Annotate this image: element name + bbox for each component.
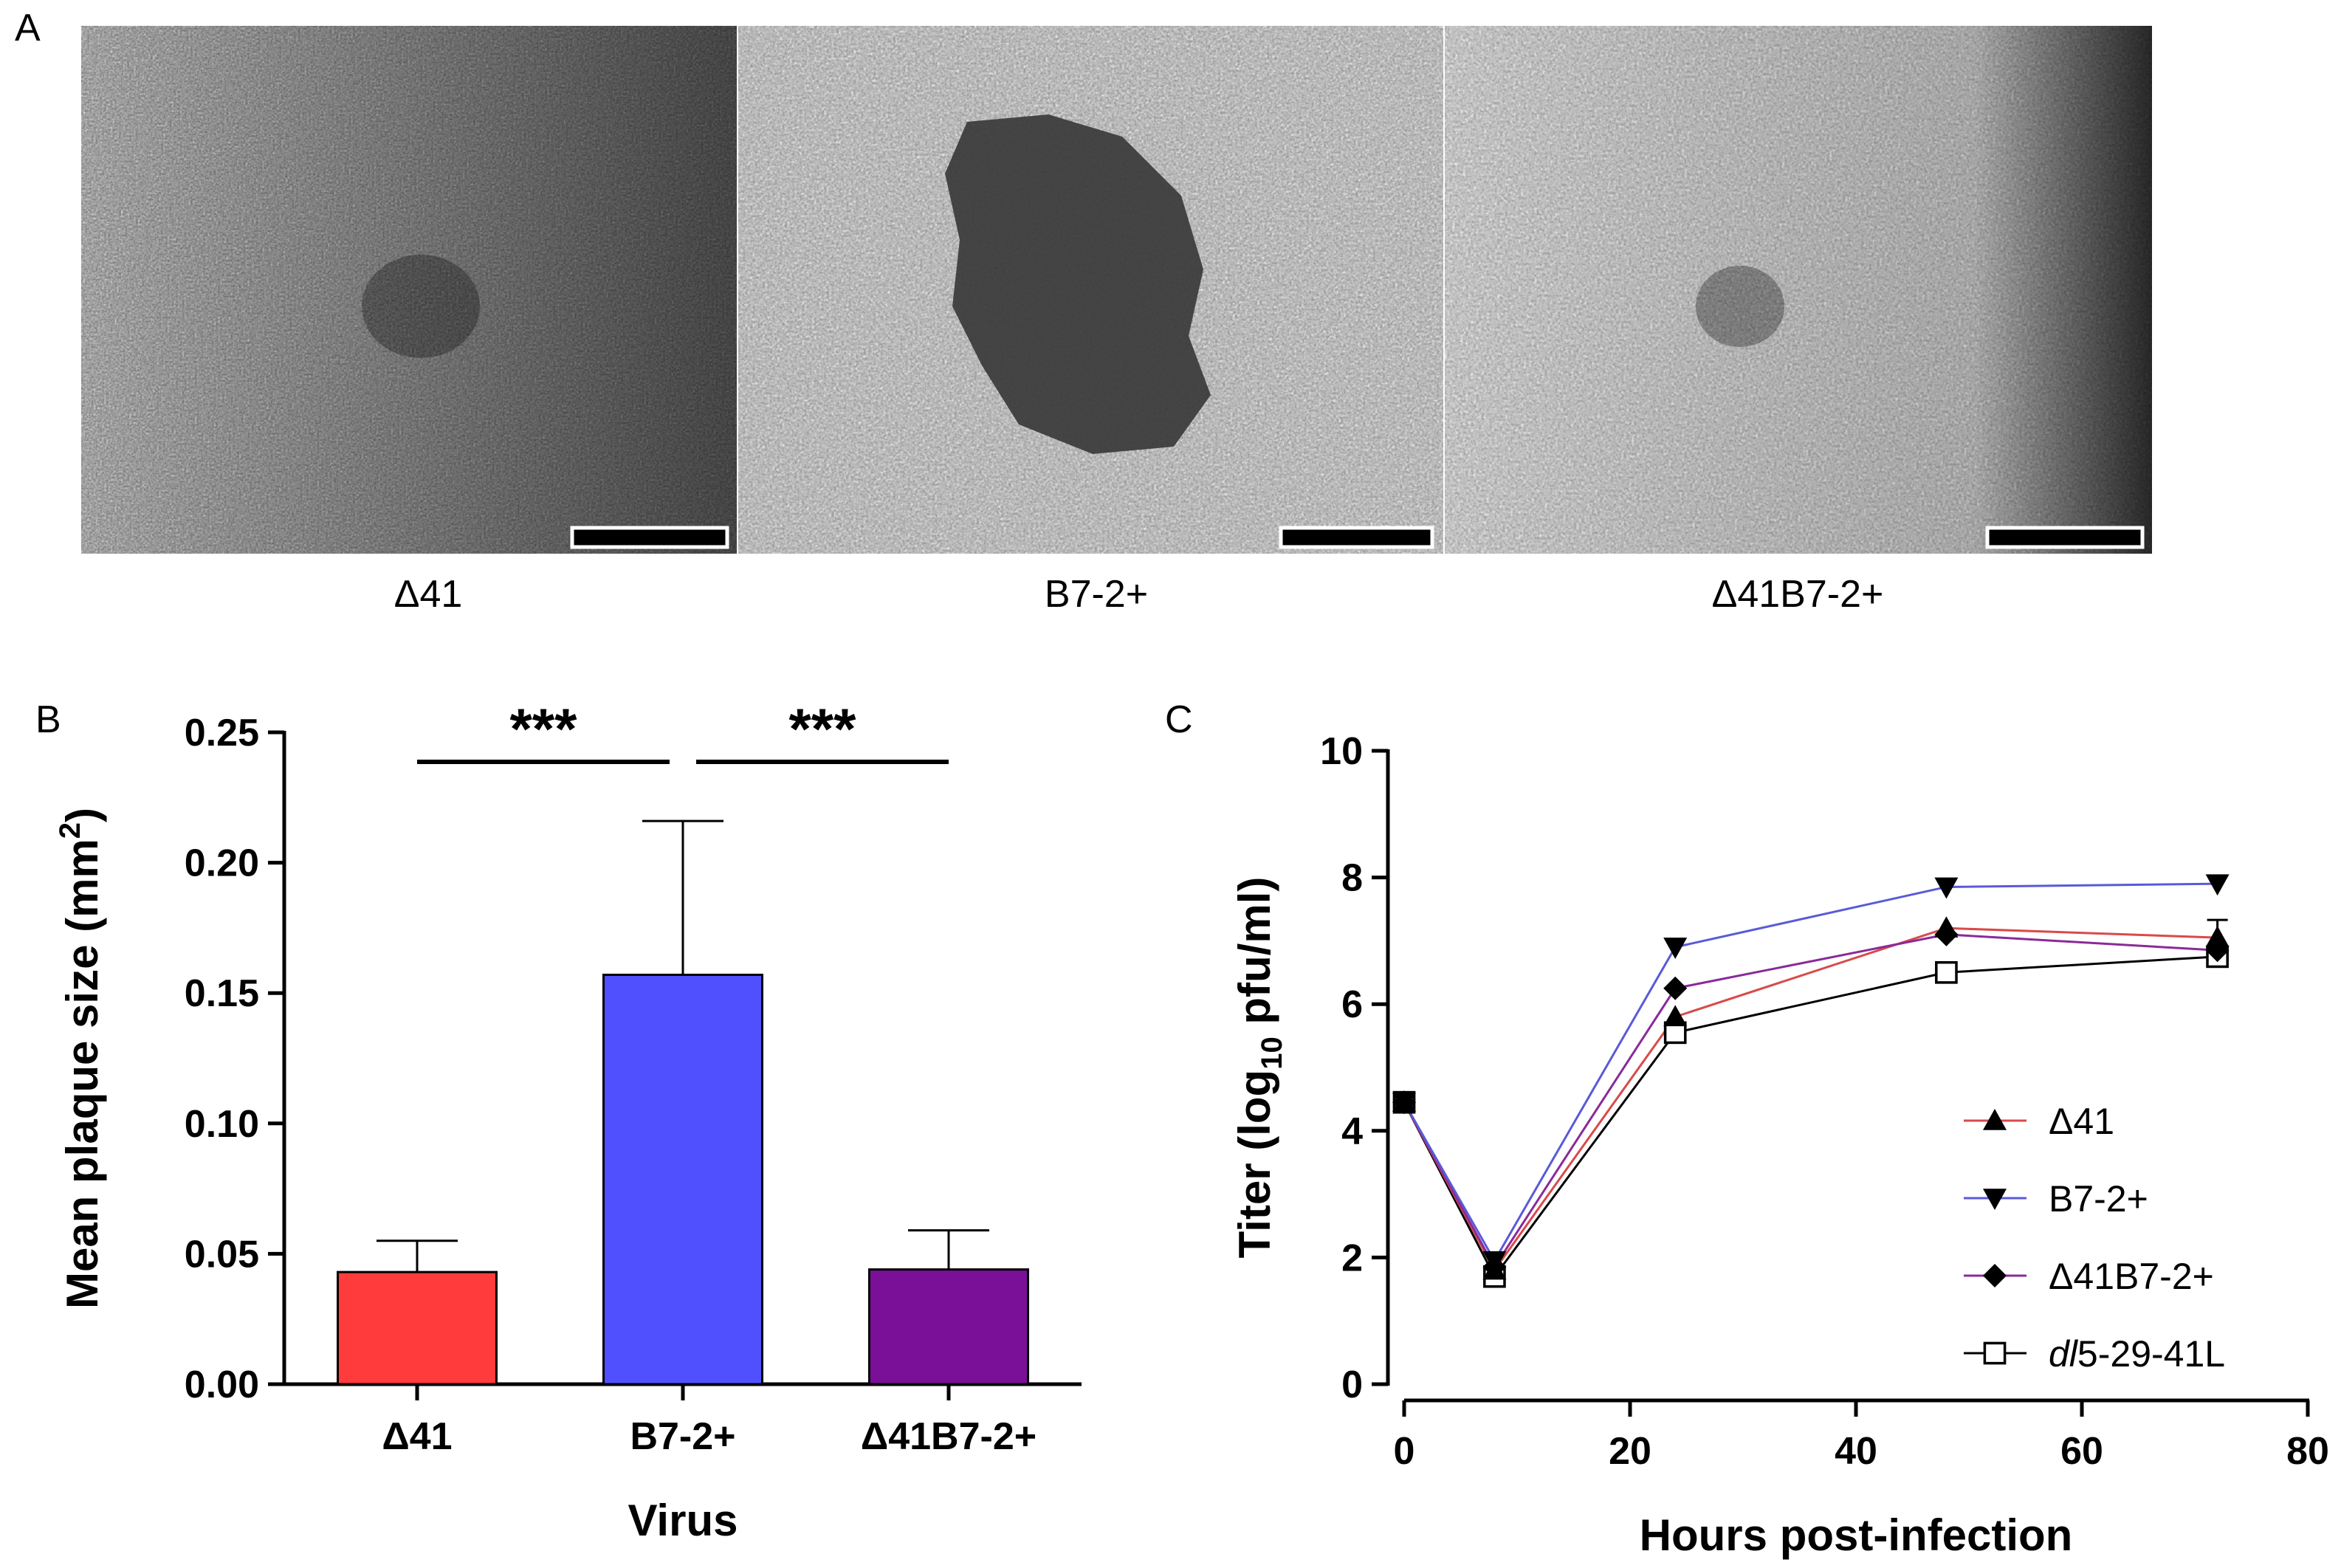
legend-label: Δ41: [2049, 1101, 2114, 1142]
caption-delta41-b72: Δ41B7-2+: [1711, 573, 1884, 616]
marker: [1983, 1264, 2007, 1287]
marker: [1983, 1189, 2007, 1210]
micrograph-b72: [738, 26, 1443, 554]
marker: [1983, 1341, 2007, 1365]
x-tick-label: 20: [1609, 1430, 1651, 1473]
x-tick-label: 0: [1394, 1430, 1415, 1473]
x-tick-label: B7-2+: [630, 1415, 735, 1458]
y-tick-label: 0.05: [185, 1233, 259, 1276]
marker: [1935, 960, 1958, 984]
marker: [1482, 1251, 1507, 1273]
plaque: [945, 114, 1211, 454]
y-tick-label: 0.25: [185, 712, 259, 754]
marker: [1983, 1109, 2007, 1130]
bar: [337, 1270, 498, 1386]
bar: [868, 1268, 1029, 1386]
marker: [1934, 922, 1959, 946]
x-axis-label: Virus: [628, 1496, 738, 1545]
bar: [602, 973, 763, 1386]
scale-bar: [1279, 526, 1434, 549]
caption-b72: B7-2+: [1044, 573, 1149, 616]
y-tick-label: 0.15: [185, 972, 259, 1015]
legend-entry: Δ41B7-2+: [1964, 1256, 2214, 1297]
marker: [2205, 926, 2230, 947]
y-tick-label: 0.10: [185, 1103, 259, 1146]
micrograph-delta41: [81, 26, 737, 554]
panel-b-label: B: [35, 698, 61, 741]
series-markers: [1392, 916, 2230, 1280]
panel-c-label: C: [1165, 698, 1193, 741]
legend-entry: Δ41: [1964, 1101, 2114, 1142]
legend-entry: B7-2+: [1964, 1178, 2148, 1220]
micrograph-delta41-b72: [1445, 26, 2152, 554]
y-axis-label: Titer (log10 pfu/ml): [1230, 877, 1288, 1259]
marker: [1663, 976, 1688, 1000]
series-markers: [1392, 874, 2230, 1273]
marker: [2205, 874, 2230, 896]
legend-label: Δ41B7-2+: [2049, 1256, 2214, 1297]
legend-label: B7-2+: [2049, 1178, 2148, 1220]
y-tick-label: 2: [1341, 1237, 1363, 1279]
x-tick-label: 60: [2060, 1430, 2103, 1473]
significance-stars: ***: [788, 696, 856, 761]
scale-bar: [570, 526, 729, 549]
marker: [1663, 938, 1688, 959]
x-tick-label: Δ41B7-2+: [861, 1415, 1037, 1458]
y-tick-label: 8: [1341, 857, 1363, 900]
x-tick-label: 80: [2286, 1430, 2329, 1473]
y-tick-label: 0.20: [185, 842, 259, 885]
legend-label: dl5-29-41L: [2049, 1333, 2225, 1375]
marker: [1934, 877, 1959, 899]
y-tick-label: 0.00: [185, 1364, 259, 1406]
scale-bar: [1985, 526, 2145, 549]
y-axis-label: Mean plaque size (mm2): [54, 808, 107, 1309]
marker: [2205, 938, 2230, 963]
panel-a-label: A: [15, 7, 41, 49]
y-tick-label: 4: [1341, 1110, 1363, 1153]
x-tick-label: 40: [1835, 1430, 1877, 1473]
y-tick-label: 0: [1341, 1364, 1363, 1406]
legend-entry: dl5-29-41L: [1964, 1333, 2225, 1375]
marker: [1663, 1005, 1688, 1027]
x-tick-label: Δ41: [382, 1415, 452, 1458]
significance-stars: ***: [509, 696, 577, 761]
marker: [1392, 1093, 1416, 1115]
caption-delta41: Δ41: [393, 573, 463, 616]
y-tick-label: 6: [1341, 983, 1363, 1026]
y-tick-label: 10: [1320, 730, 1363, 773]
x-axis-label: Hours post-infection: [1640, 1510, 2073, 1560]
